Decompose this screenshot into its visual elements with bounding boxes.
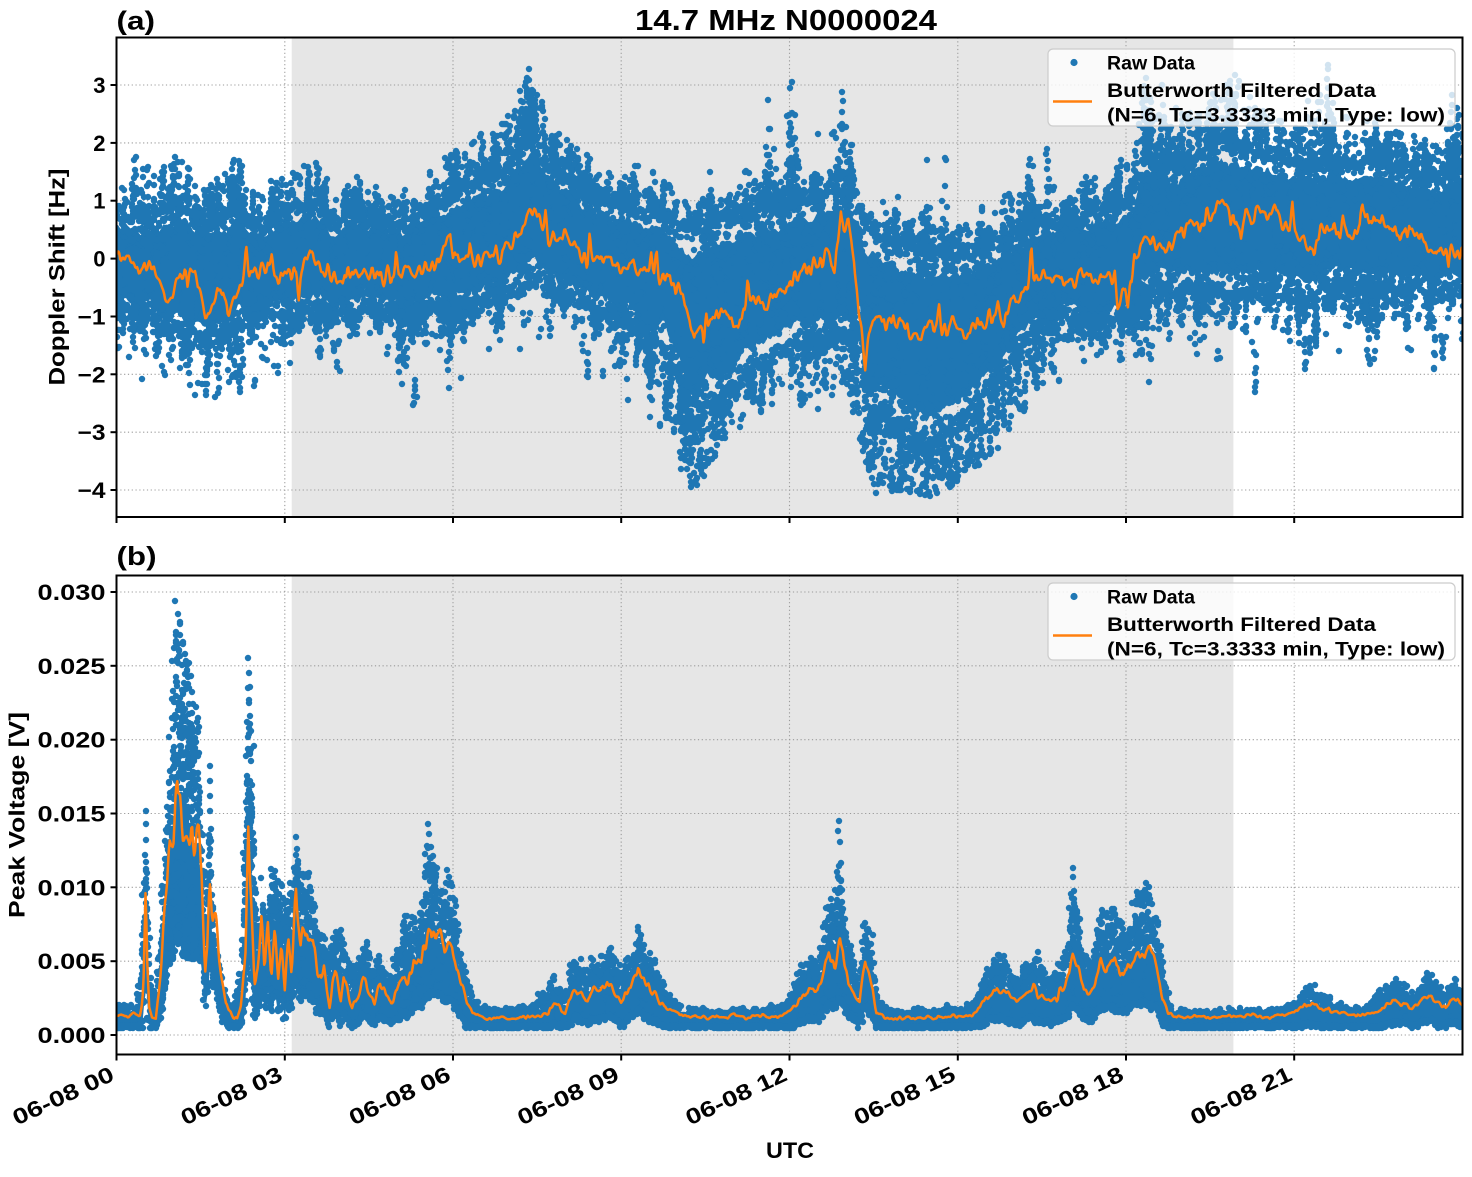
svg-text:0.025: 0.025 (38, 654, 106, 679)
svg-text:Doppler Shift [Hz]: Doppler Shift [Hz] (45, 169, 70, 386)
svg-text:0: 0 (93, 247, 105, 272)
svg-text:0.020: 0.020 (38, 728, 106, 753)
svg-text:0.030: 0.030 (38, 580, 106, 605)
svg-text:(b): (b) (117, 541, 157, 571)
svg-text:−4: −4 (78, 478, 107, 503)
svg-text:2: 2 (93, 131, 105, 156)
svg-text:Raw Data: Raw Data (1107, 54, 1195, 75)
svg-text:−2: −2 (78, 362, 106, 387)
svg-text:−1: −1 (78, 305, 106, 330)
svg-text:14.7 MHz N0000024: 14.7 MHz N0000024 (635, 5, 937, 37)
svg-text:−3: −3 (78, 420, 106, 445)
svg-text:0.005: 0.005 (38, 949, 106, 974)
svg-text:0.000: 0.000 (38, 1023, 106, 1048)
svg-text:(N=6, Tc=3.3333 min, Type: low: (N=6, Tc=3.3333 min, Type: low) (1107, 106, 1445, 127)
svg-text:0.010: 0.010 (38, 875, 106, 900)
svg-text:Peak Voltage [V]: Peak Voltage [V] (5, 712, 30, 918)
svg-text:1: 1 (93, 189, 105, 214)
svg-text:3: 3 (93, 73, 105, 98)
svg-text:UTC: UTC (766, 1138, 814, 1163)
svg-text:0.015: 0.015 (38, 802, 106, 827)
svg-text:Butterworth Filtered Data: Butterworth Filtered Data (1107, 615, 1376, 636)
svg-text:Raw Data: Raw Data (1107, 588, 1195, 609)
svg-text:(N=6, Tc=3.3333 min, Type: low: (N=6, Tc=3.3333 min, Type: low) (1107, 640, 1445, 661)
svg-text:Butterworth Filtered Data: Butterworth Filtered Data (1107, 81, 1376, 102)
svg-text:(a): (a) (117, 6, 156, 36)
